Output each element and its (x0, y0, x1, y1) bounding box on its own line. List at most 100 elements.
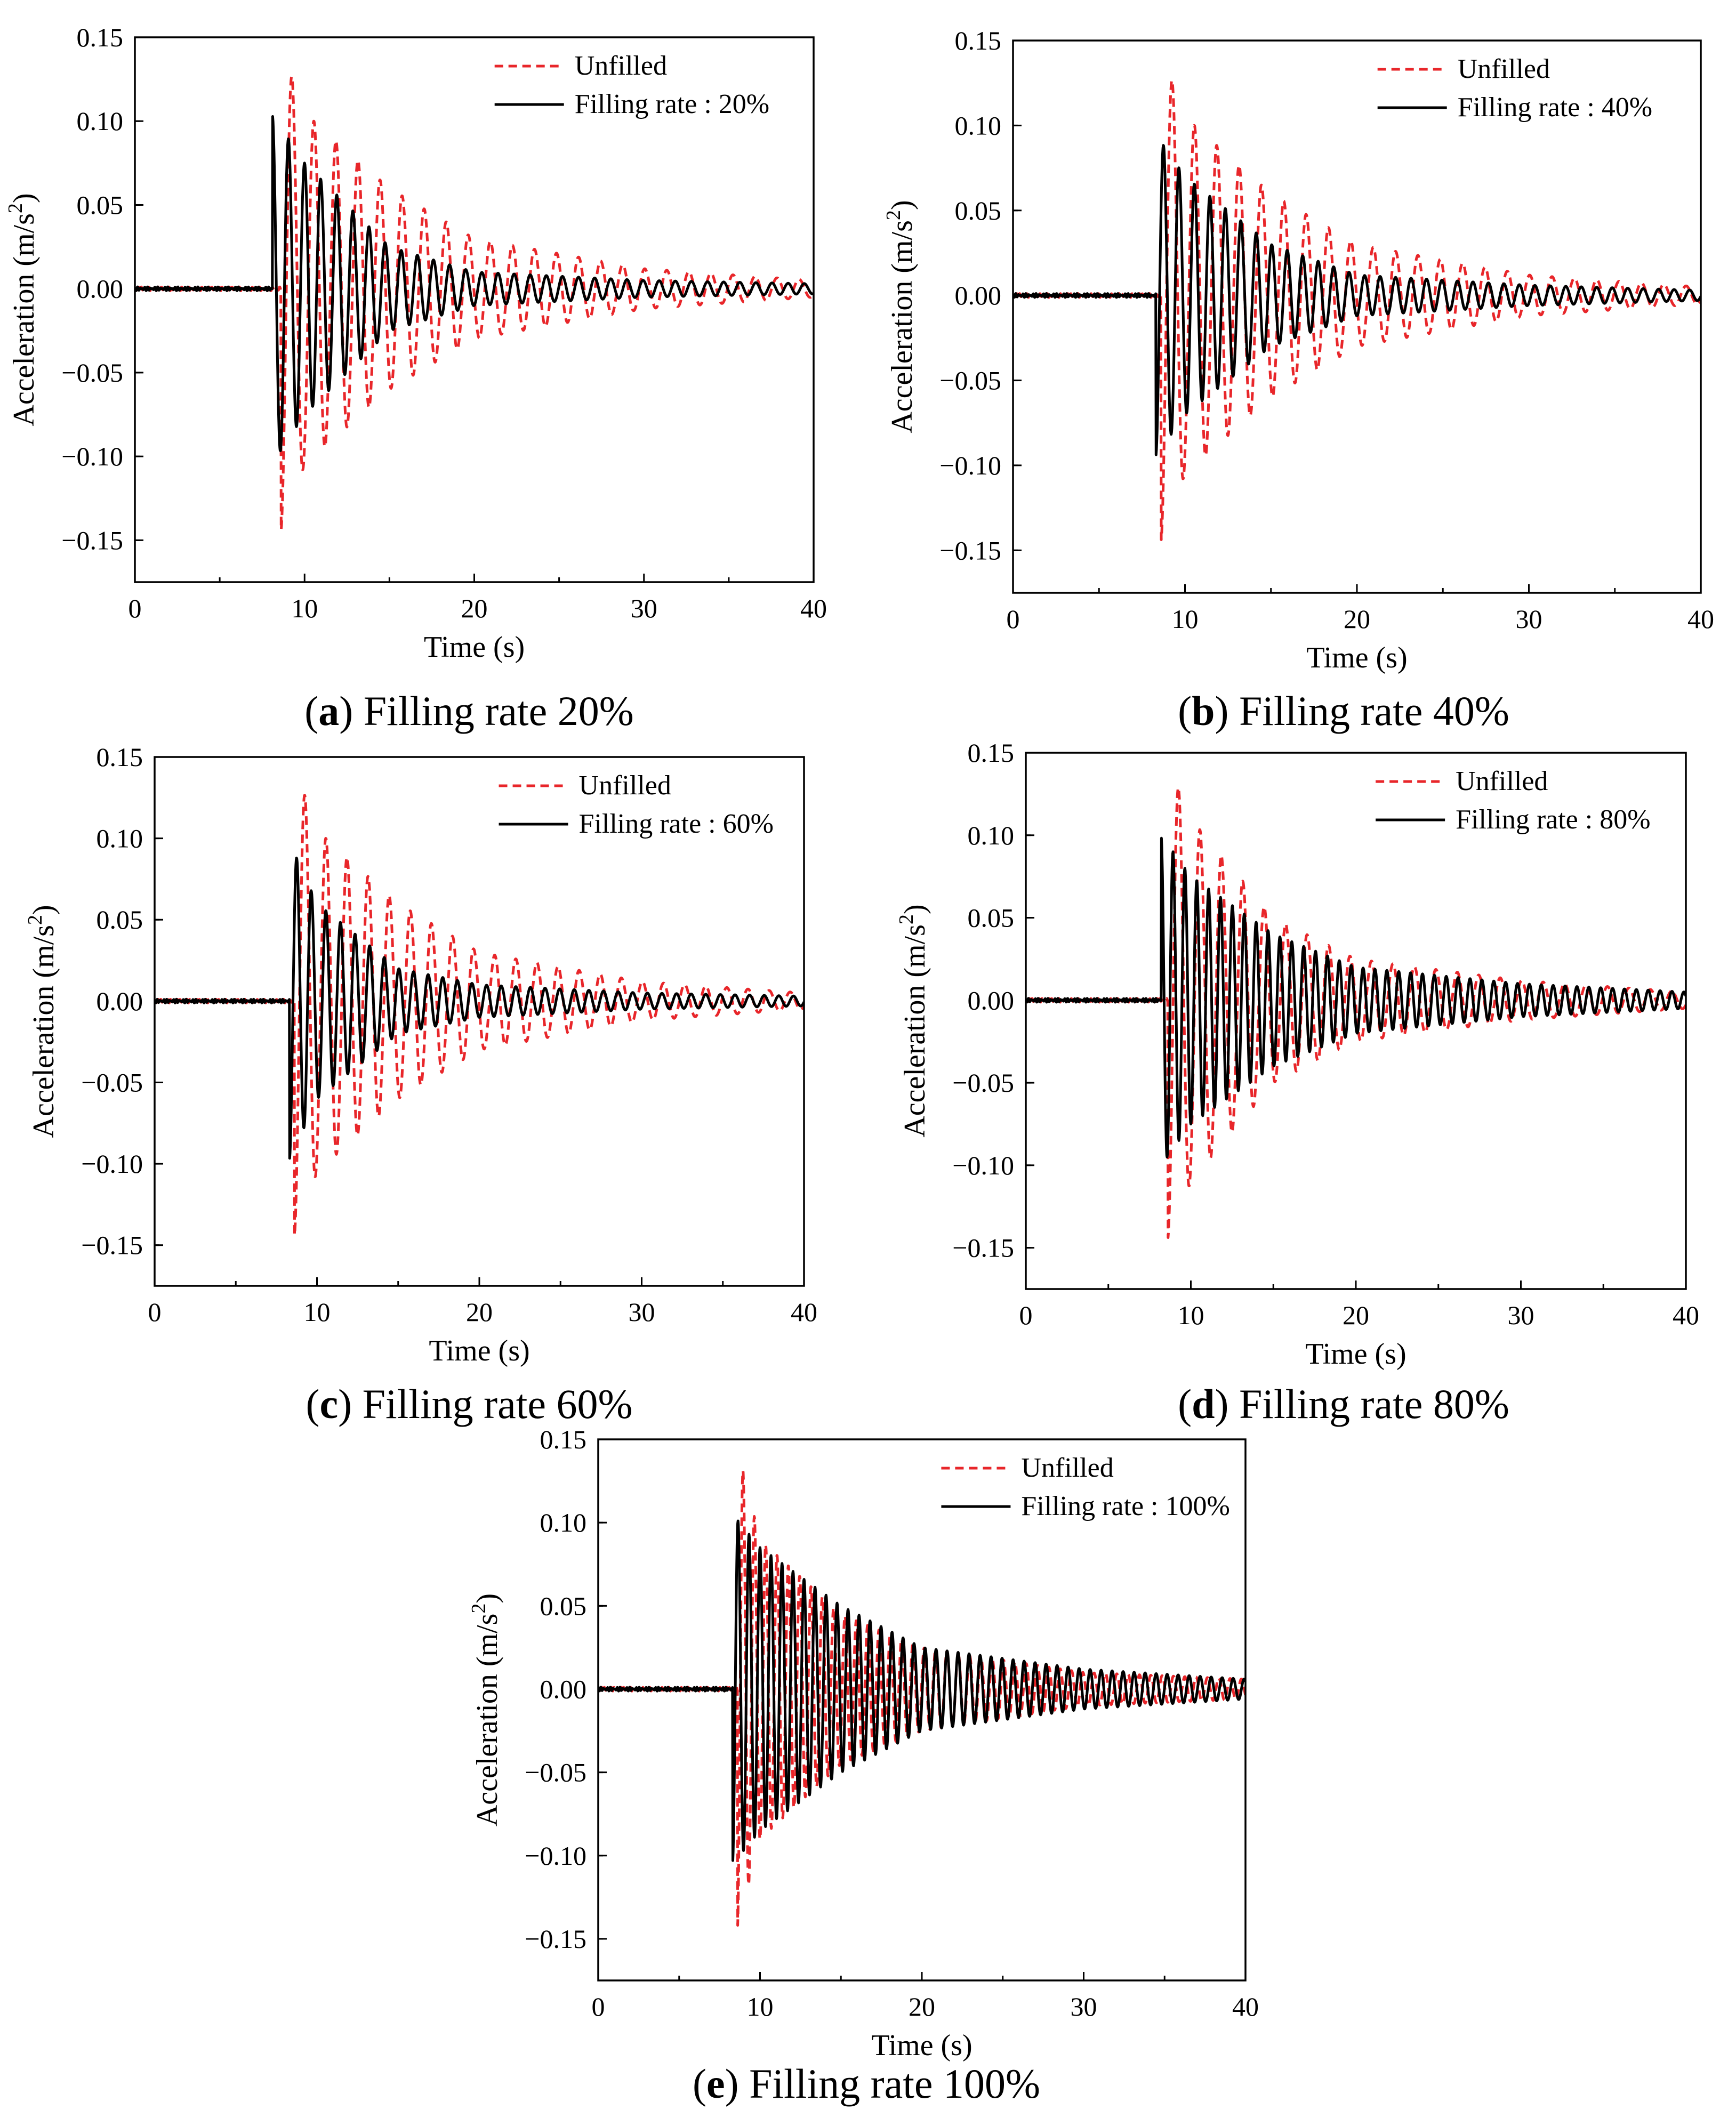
y-tick-label: −0.15 (939, 535, 1001, 565)
x-tick-label: 0 (128, 593, 142, 623)
panel-caption-text: Filling rate 20% (364, 688, 634, 734)
legend-label: Filling rate : 80% (1456, 804, 1650, 835)
y-tick-label: 0.00 (955, 280, 1002, 310)
chart-panel-c: 0 10 20 30 40 −0.15 −0.10 −0.05 0.00 0.05 0.10 0.15… (24, 742, 817, 1427)
series-line-filled (598, 1519, 1245, 1862)
x-tick-label: 30 (631, 593, 657, 623)
y-tick-label: 0.10 (540, 1508, 587, 1537)
panel-caption: (e) Filling rate 100% (693, 2060, 1040, 2107)
y-tick-label: −0.05 (81, 1067, 143, 1097)
x-tick-label: 30 (1508, 1300, 1534, 1330)
chart-panel-a: 0 10 20 30 40 −0.15 −0.10 −0.05 0.00 0.05 0.10 0.15… (4, 22, 827, 734)
y-tick-label: 0.05 (77, 190, 124, 220)
panel-caption-text: Filling rate 60% (363, 1381, 633, 1427)
y-tick-label: −0.10 (81, 1149, 143, 1179)
panel-letter: a (318, 688, 339, 734)
series-line-filled (1013, 144, 1701, 456)
y-tick-label: 0.10 (955, 110, 1002, 140)
y-tick-label: 0.15 (77, 22, 124, 52)
panel-caption: (b) Filling rate 40% (1178, 688, 1509, 734)
x-tick-label: 40 (1687, 604, 1714, 634)
panel-letter: c (319, 1381, 338, 1427)
chart-panel-d: 0 10 20 30 40 −0.15 −0.10 −0.05 0.00 0.05 0.10 0.15… (895, 738, 1699, 1427)
y-axis-title: Acceleration (m/s2) (882, 200, 919, 433)
y-tick-label: −0.15 (952, 1233, 1014, 1263)
x-tick-label: 30 (1071, 1992, 1097, 2022)
y-tick-label: −0.10 (61, 441, 123, 471)
x-axis-title: Time (s) (1306, 641, 1407, 674)
x-tick-label: 0 (1007, 604, 1020, 634)
x-tick-label: 0 (148, 1297, 162, 1327)
x-axis-title: Time (s) (429, 1334, 529, 1367)
series-line-filled (135, 115, 814, 452)
panel-caption-text: Filling rate 100% (749, 2060, 1040, 2107)
y-tick-label: −0.05 (939, 366, 1001, 396)
x-tick-label: 20 (1344, 604, 1370, 634)
panel-caption: (d) Filling rate 80% (1178, 1381, 1509, 1427)
x-tick-label: 20 (1343, 1300, 1369, 1330)
y-tick-label: 0.00 (77, 274, 124, 304)
y-tick-label: −0.15 (61, 525, 123, 555)
chart-panel-e: 0 10 20 30 40 −0.15 −0.10 −0.05 0.00 0.05 0.10 0.15… (468, 1424, 1259, 2107)
y-tick-label: 0.15 (955, 26, 1002, 55)
series-line-unfilled (1013, 79, 1701, 541)
x-tick-label: 40 (800, 593, 827, 623)
y-tick-label: 0.00 (540, 1674, 587, 1704)
y-tick-label: −0.10 (525, 1841, 586, 1871)
y-axis-title: Acceleration (m/s2) (895, 904, 931, 1137)
legend-label: Unfilled (1458, 54, 1550, 84)
y-tick-label: 0.10 (968, 820, 1015, 850)
x-axis-title: Time (s) (1305, 1338, 1406, 1371)
y-tick-label: −0.10 (939, 450, 1001, 480)
y-tick-label: −0.10 (952, 1150, 1014, 1180)
panel-letter: d (1192, 1381, 1215, 1427)
y-tick-label: 0.00 (968, 985, 1015, 1015)
y-tick-label: −0.15 (81, 1230, 143, 1260)
x-tick-label: 30 (629, 1297, 655, 1327)
legend-label: Filling rate : 60% (579, 809, 774, 839)
y-tick-label: −0.05 (525, 1758, 586, 1787)
y-tick-label: 0.10 (77, 106, 124, 136)
panel-caption: (c) Filling rate 60% (306, 1381, 632, 1427)
x-axis-title: Time (s) (424, 631, 525, 664)
x-tick-label: 10 (304, 1297, 331, 1327)
x-tick-label: 0 (592, 1992, 605, 2022)
series-line-filled (1026, 836, 1686, 1158)
y-tick-label: 0.05 (968, 903, 1015, 933)
x-tick-label: 10 (291, 593, 318, 623)
x-tick-label: 30 (1516, 604, 1542, 634)
y-tick-label: 0.10 (97, 824, 143, 853)
chart-panel-b: 0 10 20 30 40 −0.15 −0.10 −0.05 0.00 0.05 0.10 0.15… (882, 26, 1714, 734)
panel-letter: b (1192, 688, 1215, 734)
x-tick-label: 20 (466, 1297, 493, 1327)
y-axis-title: Acceleration (m/s2) (24, 905, 60, 1138)
x-tick-label: 40 (1673, 1300, 1699, 1330)
legend-label: Unfilled (579, 770, 671, 801)
series-line-filled (155, 856, 804, 1160)
y-tick-label: 0.05 (955, 196, 1002, 226)
y-tick-label: −0.15 (525, 1924, 586, 1954)
y-axis-title: Acceleration (m/s2) (468, 1593, 504, 1826)
x-tick-label: 10 (1178, 1300, 1204, 1330)
y-tick-label: −0.05 (61, 358, 123, 388)
y-tick-label: −0.05 (952, 1068, 1014, 1098)
x-tick-label: 20 (461, 593, 488, 623)
y-axis-title: Acceleration (m/s2) (4, 193, 41, 426)
legend-label: Filling rate : 40% (1458, 92, 1652, 123)
x-axis-title: Time (s) (871, 2029, 972, 2062)
x-tick-label: 0 (1019, 1300, 1033, 1330)
panel-caption: (a) Filling rate 20% (304, 688, 633, 734)
y-tick-label: 0.05 (97, 905, 143, 935)
series-line-unfilled (155, 794, 804, 1237)
x-tick-label: 10 (747, 1992, 774, 2022)
legend-label: Unfilled (1021, 1453, 1113, 1483)
x-tick-label: 40 (1232, 1992, 1259, 2022)
legend-label: Unfilled (1456, 766, 1548, 796)
y-tick-label: 0.15 (540, 1424, 587, 1454)
legend-label: Filling rate : 20% (575, 89, 769, 119)
y-tick-label: 0.05 (540, 1591, 587, 1621)
panel-caption-text: Filling rate 80% (1239, 1381, 1509, 1427)
legend-label: Unfilled (575, 51, 667, 81)
y-tick-label: 0.15 (97, 742, 143, 772)
panel-letter: e (706, 2060, 725, 2107)
